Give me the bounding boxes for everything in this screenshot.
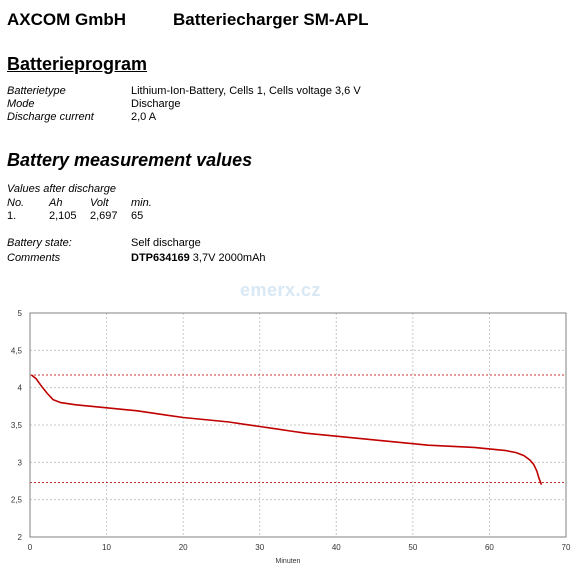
- watermark: emerx.cz: [240, 280, 322, 300]
- x-tick-label: 10: [102, 543, 111, 552]
- x-tick-label: 50: [408, 543, 417, 552]
- plot-frame: [29, 312, 567, 538]
- comments-model: DTP634169: [131, 252, 190, 264]
- field-label: Mode: [7, 98, 35, 110]
- field-value: 2,0 A: [131, 111, 157, 123]
- col-no: No.: [7, 197, 25, 209]
- comments-rest: 3,7V 2000mAh: [189, 252, 266, 264]
- product-title: Batteriecharger SM-APL: [173, 10, 369, 29]
- x-tick-label: 70: [562, 543, 571, 552]
- state-label: Battery state:: [7, 237, 72, 249]
- cell-min: 65: [131, 210, 144, 222]
- x-tick-label: 60: [485, 543, 494, 552]
- company-name: AXCOM GmbH: [7, 10, 126, 29]
- comments-value: DTP634169 3,7V 2000mAh: [131, 252, 266, 264]
- cell-volt: 2,697: [90, 210, 118, 222]
- field-value: Discharge: [131, 98, 181, 110]
- cell-ah: 2,105: [49, 210, 77, 222]
- state-value: Self discharge: [131, 237, 201, 249]
- x-tick-label: 30: [255, 543, 264, 552]
- col-min: min.: [131, 197, 152, 209]
- y-tick-label: 5: [18, 309, 23, 318]
- comments-label: Comments: [7, 252, 61, 264]
- x-axis-label: Minuten: [276, 558, 301, 565]
- cell-no: 1.: [7, 210, 17, 222]
- y-tick-label: 2,5: [11, 496, 23, 505]
- field-label: Batterietype: [7, 85, 66, 97]
- program-heading: Batterieprogram: [7, 54, 148, 74]
- field-label: Discharge current: [7, 111, 94, 123]
- series-line: [30, 374, 543, 485]
- y-tick-label: 3: [18, 458, 23, 467]
- discharge-chart: 0 10 20 30 40 50 60 70 2 2,5 3 3,5 4 4,5 5 Minuten: [11, 309, 571, 565]
- y-tick-label: 2: [18, 533, 23, 542]
- y-tick-label: 4: [18, 384, 23, 393]
- measurement-heading: Battery measurement values: [7, 150, 253, 170]
- field-value: Lithium-Ion-Battery, Cells 1, Cells volt…: [131, 85, 361, 97]
- x-tick-label: 20: [179, 543, 188, 552]
- col-volt: Volt: [90, 197, 109, 209]
- measurement-subheading: Values after discharge: [7, 183, 117, 195]
- y-tick-label: 3,5: [11, 421, 23, 430]
- y-tick-label: 4,5: [11, 346, 23, 355]
- x-tick-label: 40: [332, 543, 341, 552]
- x-tick-label: 0: [28, 543, 33, 552]
- col-ah: Ah: [49, 197, 63, 209]
